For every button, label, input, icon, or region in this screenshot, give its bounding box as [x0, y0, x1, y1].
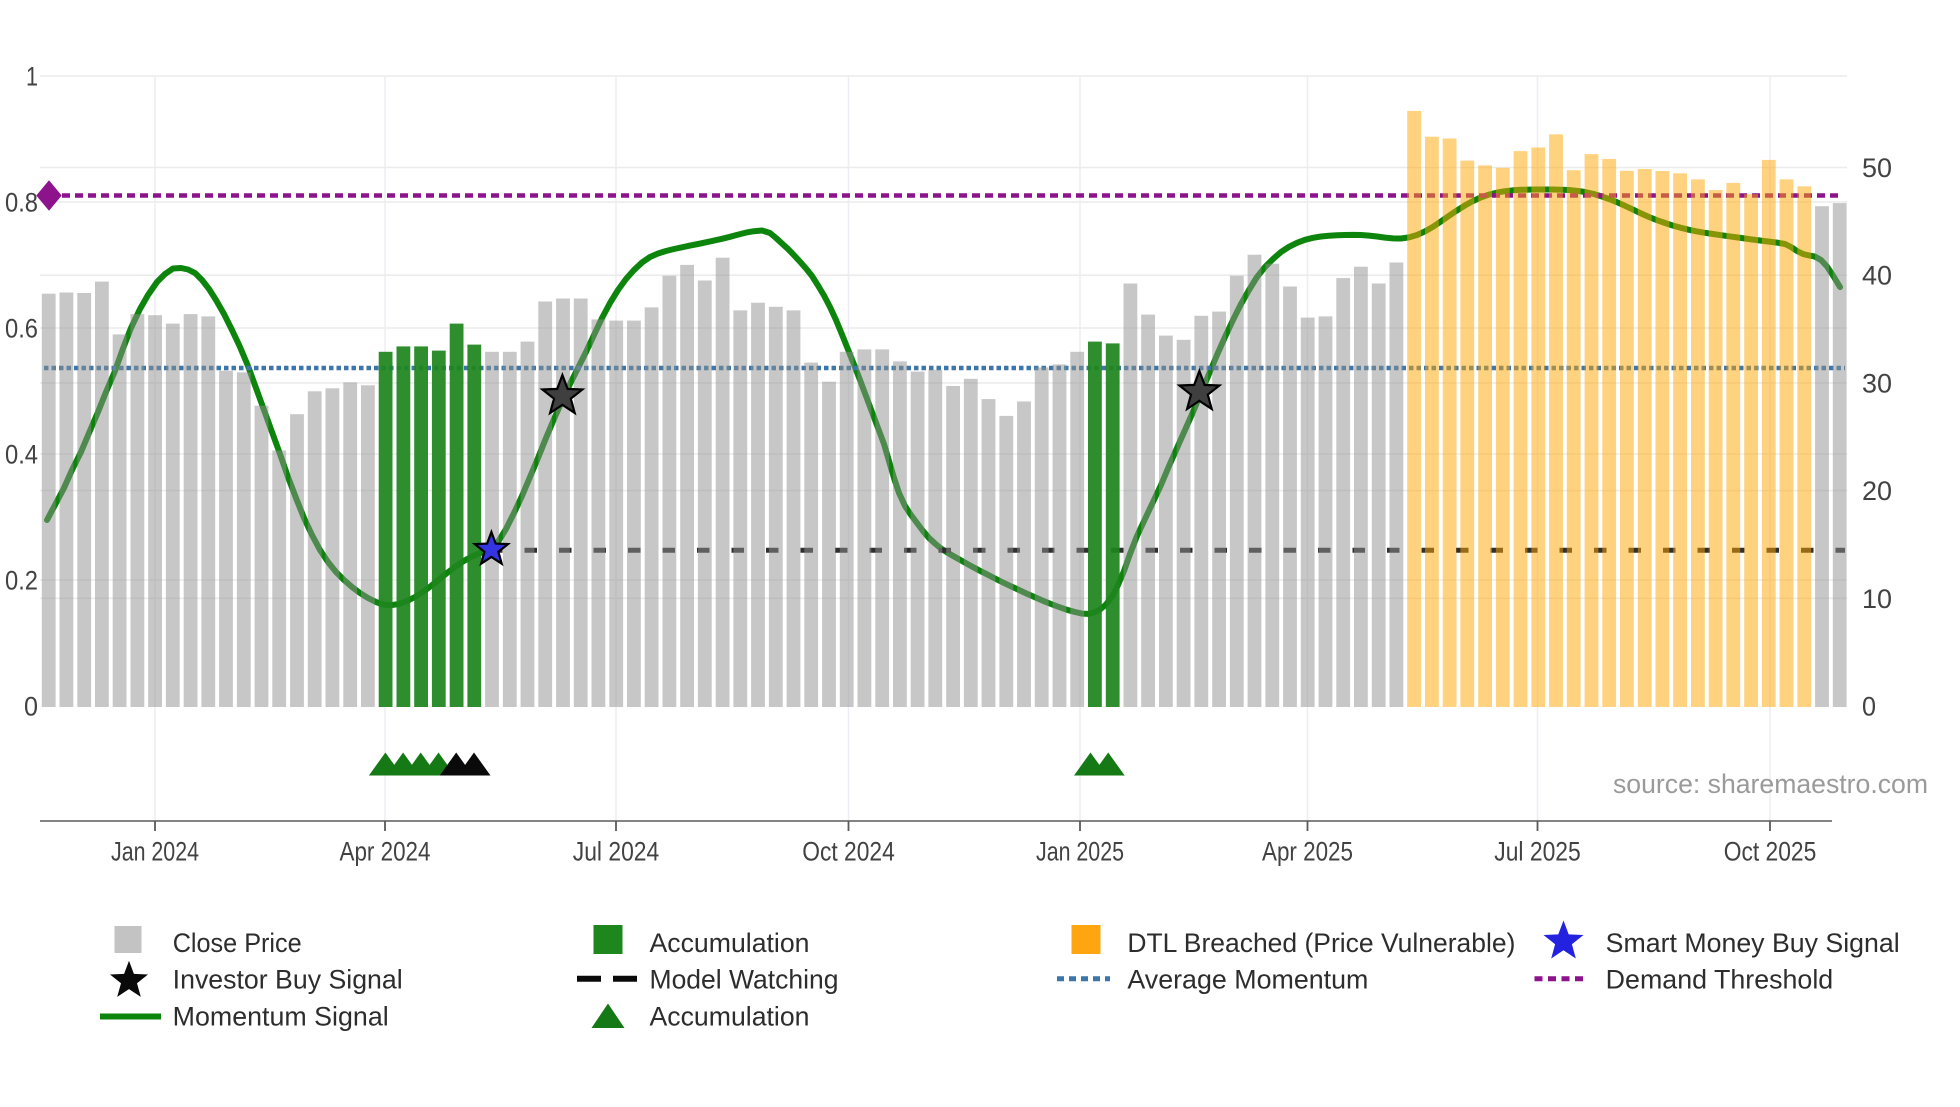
- svg-text:30: 30: [1862, 368, 1892, 398]
- svg-text:Demand Threshold: Demand Threshold: [1606, 965, 1834, 995]
- svg-text:Jul 2024: Jul 2024: [573, 837, 660, 867]
- svg-text:Accumulation: Accumulation: [650, 1002, 810, 1032]
- svg-text:0: 0: [1862, 692, 1876, 722]
- svg-text:0.4: 0.4: [5, 440, 38, 470]
- svg-text:Jan 2024: Jan 2024: [111, 837, 199, 867]
- svg-text:0.8: 0.8: [5, 188, 38, 218]
- svg-text:Model Watching: Model Watching: [650, 965, 839, 995]
- svg-text:0.6: 0.6: [5, 314, 38, 344]
- svg-text:Smart Money Buy Signal: Smart Money Buy Signal: [1606, 928, 1900, 958]
- svg-text:Momentum Signal: Momentum Signal: [173, 1002, 389, 1032]
- svg-text:Close Price: Close Price: [173, 928, 302, 958]
- svg-text:Accumulation: Accumulation: [650, 928, 810, 958]
- svg-text:Investor Buy Signal: Investor Buy Signal: [173, 965, 403, 995]
- svg-text:10: 10: [1862, 584, 1892, 614]
- svg-text:50: 50: [1862, 153, 1892, 183]
- svg-text:0.2: 0.2: [5, 566, 38, 596]
- svg-text:Apr 2024: Apr 2024: [340, 837, 431, 867]
- svg-text:DTL Breached (Price Vulnerable: DTL Breached (Price Vulnerable): [1127, 928, 1515, 958]
- svg-text:1: 1: [26, 62, 38, 92]
- svg-text:Average Momentum: Average Momentum: [1127, 965, 1368, 995]
- svg-text:Jan 2025: Jan 2025: [1036, 837, 1124, 867]
- svg-text:Oct 2024: Oct 2024: [802, 837, 895, 867]
- svg-text:source: sharemaestro.com: source: sharemaestro.com: [1613, 769, 1928, 799]
- svg-text:Oct 2025: Oct 2025: [1724, 837, 1817, 867]
- svg-text:40: 40: [1862, 261, 1892, 291]
- svg-text:20: 20: [1862, 476, 1892, 506]
- svg-text:Apr 2025: Apr 2025: [1262, 837, 1353, 867]
- svg-text:0: 0: [24, 692, 38, 722]
- svg-text:Jul 2025: Jul 2025: [1494, 837, 1581, 867]
